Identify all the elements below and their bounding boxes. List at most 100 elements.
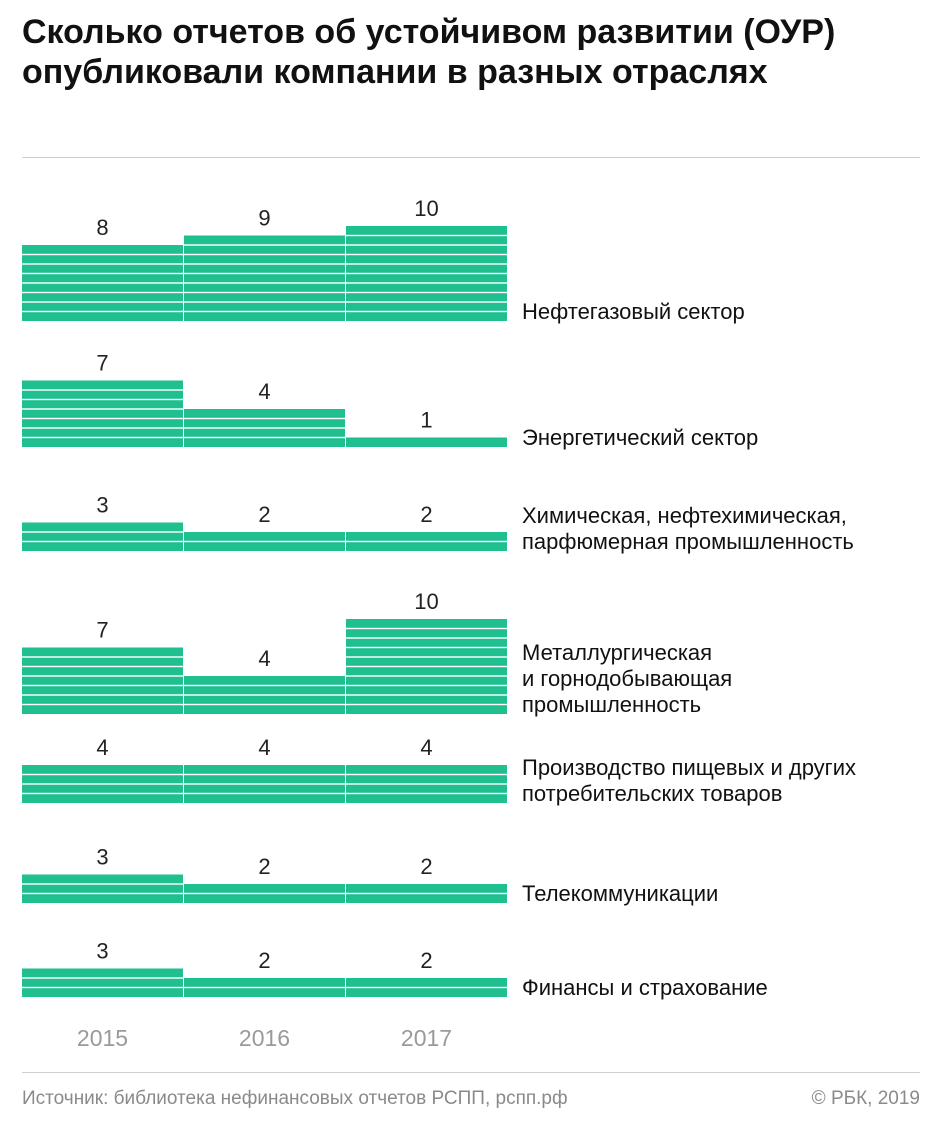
bar-unit-divider: [346, 272, 507, 275]
data-label: 7: [96, 351, 108, 376]
bar-unit-divider: [22, 977, 183, 979]
bar-unit-divider: [22, 408, 183, 410]
bar-unit-divider: [346, 703, 507, 706]
industry-group: 7 4 1 Энергетический сектор: [22, 351, 758, 450]
bar-unit-divider: [346, 253, 507, 256]
bar-unit-divider: [184, 892, 345, 895]
bar-unit-divider: [184, 986, 345, 989]
bar-unit-divider: [346, 244, 507, 246]
bar-unit-divider: [346, 310, 507, 313]
data-label: 4: [96, 735, 108, 760]
bar-unit-divider: [22, 417, 183, 420]
bar-unit-divider: [22, 986, 183, 989]
bar-unit-divider: [184, 282, 345, 284]
industry-group: 3 2 2 Финансы и страхование: [22, 939, 768, 1000]
bar-unit-divider: [22, 540, 183, 543]
bar-unit-divider: [22, 665, 183, 668]
bar-unit-divider: [22, 253, 183, 256]
bar-unit-divider: [184, 792, 345, 795]
chart: 8 9 10 Нефтегазовый сектор 7 4 1 Энергетический…: [22, 196, 856, 1051]
industry-group: 4 4 4 Производство пищевых и другихпотребит…: [22, 735, 856, 806]
industry-label: и горнодобывающая: [522, 666, 732, 691]
bar-unit-divider: [22, 427, 183, 429]
bar-unit-divider: [22, 773, 183, 776]
data-label: 3: [96, 939, 108, 964]
bar-unit-divider: [184, 263, 345, 265]
industry-label: потребительских товаров: [522, 781, 782, 806]
bar-unit-divider: [346, 263, 507, 265]
data-label: 2: [420, 854, 432, 879]
data-label: 10: [414, 589, 438, 614]
bar-unit-divider: [22, 684, 183, 687]
bar-unit-divider: [22, 282, 183, 284]
industry-group: 8 9 10 Нефтегазовый сектор: [22, 196, 745, 324]
data-label: 1: [420, 408, 432, 433]
data-label: 4: [258, 735, 270, 760]
bar-unit-divider: [346, 684, 507, 687]
data-label: 9: [258, 206, 270, 231]
bar-unit-divider: [22, 694, 183, 696]
bar-unit-divider: [22, 892, 183, 895]
bar: [346, 437, 507, 447]
source-note: Источник: библиотека нефинансовых отчето…: [22, 1088, 568, 1109]
bar-unit-divider: [184, 703, 345, 706]
bar-unit-divider: [22, 531, 183, 533]
industry-label: Металлургическая: [522, 640, 712, 665]
bar-unit-divider: [22, 272, 183, 275]
year-label: 2015: [77, 1025, 128, 1051]
bar-unit-divider: [346, 656, 507, 658]
bar-unit-divider: [184, 427, 345, 429]
bar: [22, 380, 183, 447]
bar-unit-divider: [346, 792, 507, 795]
bar-unit-divider: [346, 783, 507, 785]
chart-title: Сколько отчетов об устойчивом развитии (…: [22, 13, 836, 91]
bar-unit-divider: [346, 540, 507, 543]
data-label: 2: [420, 948, 432, 973]
data-label: 3: [96, 493, 108, 518]
data-label: 4: [420, 735, 432, 760]
bar-unit-divider: [346, 892, 507, 895]
bar-unit-divider: [346, 665, 507, 668]
bar-unit-divider: [184, 773, 345, 776]
bar-unit-divider: [184, 783, 345, 785]
bar-unit-divider: [184, 301, 345, 303]
data-label: 2: [258, 854, 270, 879]
data-label: 4: [258, 646, 270, 671]
bar: [22, 874, 183, 903]
bar-unit-divider: [184, 310, 345, 313]
industry-label: Телекоммуникации: [522, 881, 718, 906]
bar: [22, 647, 183, 714]
footer-divider: [22, 1072, 920, 1073]
bar-unit-divider: [22, 703, 183, 706]
data-label: 2: [420, 502, 432, 527]
bar-unit-divider: [184, 684, 345, 687]
bar-unit-divider: [184, 417, 345, 420]
industry-label: промышленность: [522, 692, 701, 717]
bar-unit-divider: [346, 234, 507, 237]
industry-label: Финансы и страхование: [522, 975, 768, 1000]
bar-unit-divider: [22, 436, 183, 439]
industry-group: 3 2 2 Телекоммуникации: [22, 845, 718, 906]
bar-unit-divider: [184, 272, 345, 275]
year-label: 2017: [401, 1025, 452, 1051]
bar: [184, 235, 345, 321]
bar-unit-divider: [22, 675, 183, 677]
bar-unit-divider: [346, 627, 507, 630]
bar-unit-divider: [346, 694, 507, 696]
bar-unit-divider: [22, 656, 183, 658]
bar-unit-divider: [184, 694, 345, 696]
industry-label: Производство пищевых и других: [522, 755, 856, 780]
bar-unit-divider: [346, 646, 507, 649]
bar-unit-divider: [22, 389, 183, 391]
industry-label: Нефтегазовый сектор: [522, 299, 745, 324]
industry-group: 3 2 2 Химическая, нефтехимическая,парфюмерн…: [22, 493, 854, 554]
data-label: 2: [258, 502, 270, 527]
bar-unit-divider: [22, 783, 183, 785]
title-divider: [22, 157, 920, 158]
bar-unit-divider: [346, 773, 507, 776]
bar-unit-divider: [22, 301, 183, 303]
bar-unit-divider: [22, 291, 183, 294]
bar-unit-divider: [22, 398, 183, 401]
bar-unit-divider: [346, 637, 507, 639]
